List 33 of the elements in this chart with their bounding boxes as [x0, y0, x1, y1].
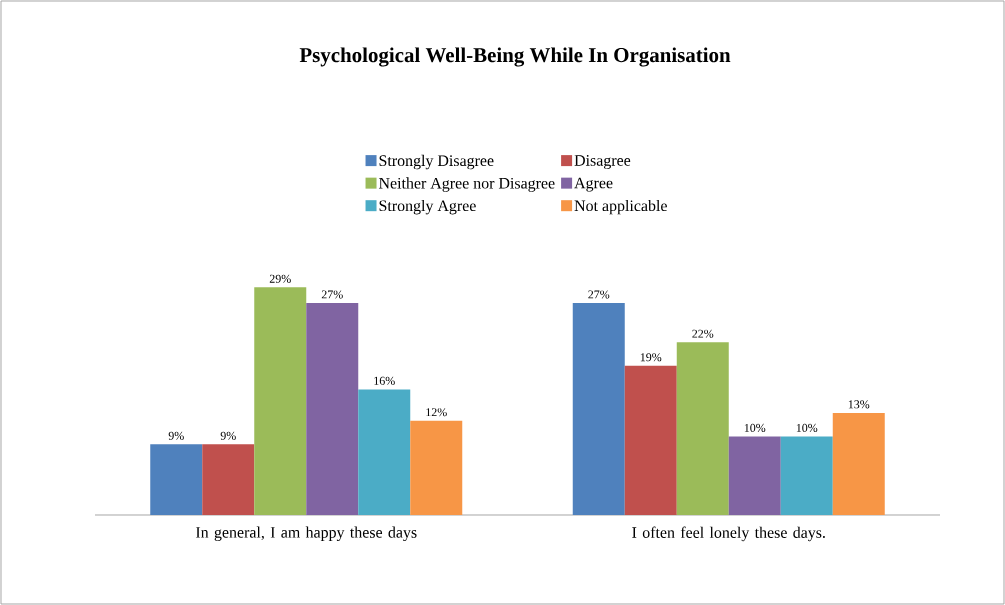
bar [358, 389, 411, 515]
bar [676, 342, 729, 515]
legend-label: Not applicable [574, 199, 667, 215]
bar [150, 444, 203, 515]
data-label: 29% [269, 274, 291, 283]
chart-title: Psychological Well-Being While In Organisation [299, 47, 731, 67]
data-label: 19% [640, 353, 662, 362]
data-label: 9% [220, 431, 236, 440]
bar [572, 303, 625, 515]
bar [410, 420, 463, 515]
bar [624, 365, 677, 515]
legend-label: Agree [574, 177, 613, 192]
x-tick-label: In general, I am happy these days [195, 526, 417, 542]
data-label: 16% [374, 376, 395, 385]
bar [254, 287, 307, 515]
bar [306, 303, 359, 515]
bar [202, 444, 255, 515]
data-label: 27% [588, 290, 610, 299]
legend-label: Strongly Agree [379, 199, 476, 215]
data-label: 27% [321, 290, 343, 299]
data-label: 12% [426, 408, 447, 417]
x-tick-label: I often feel lonely these days. [632, 526, 825, 542]
data-label: 10% [744, 423, 766, 432]
bar [728, 436, 781, 515]
data-label: 10% [796, 423, 818, 432]
data-label: 22% [692, 329, 714, 338]
bar [832, 412, 885, 515]
bar [780, 436, 833, 515]
data-label: 9% [168, 431, 184, 440]
legend-label: Disagree [574, 155, 631, 170]
legend-label: Strongly Disagree [379, 154, 494, 170]
legend-label: Neither Agree nor Disagree [378, 177, 555, 192]
data-label: 13% [848, 400, 870, 409]
